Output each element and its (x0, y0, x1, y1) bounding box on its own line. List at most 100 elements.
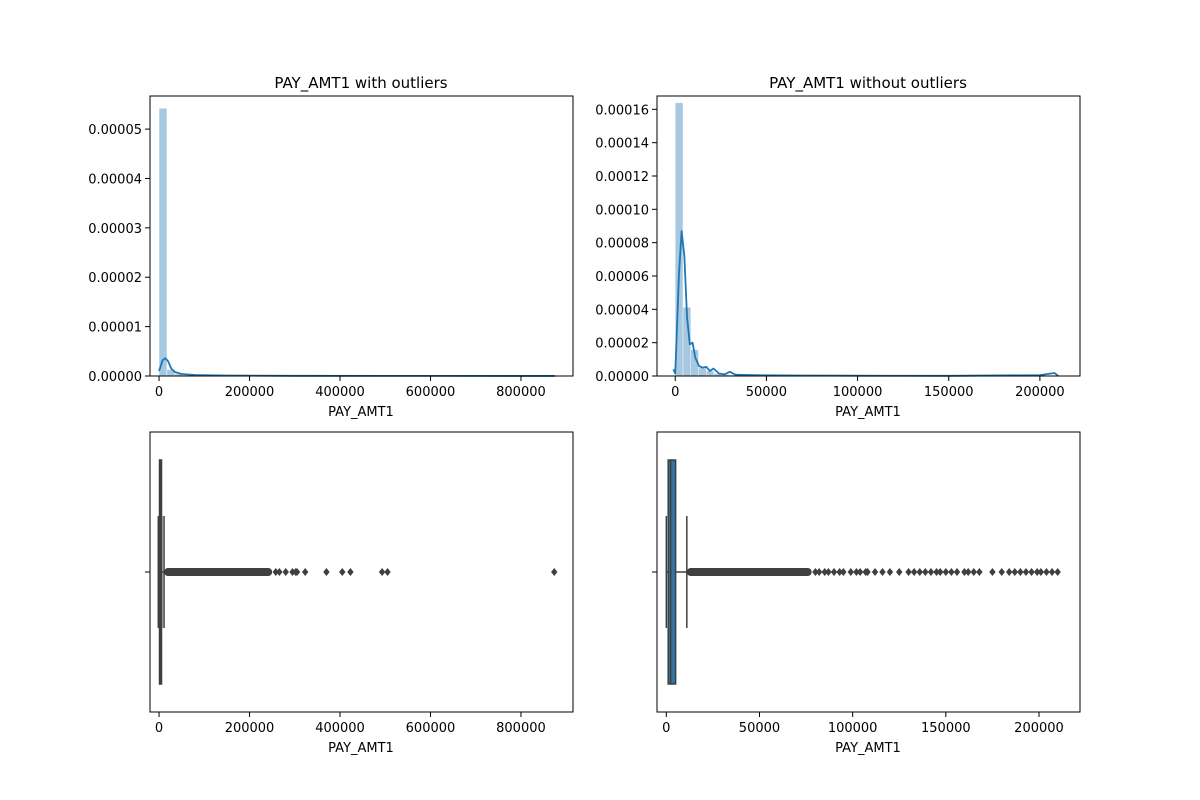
hist-with-outliers-x-tick-label: 800000 (496, 385, 546, 400)
hist-without-outliers-y-axis: 0.00000 0.00002 0.00004 0.00006 0.00008 0.000… (595, 103, 657, 385)
box-without-outliers-outlier (998, 568, 1005, 576)
box-with-outliers-x-label: PAY_AMT1 (328, 741, 394, 756)
box-without-outliers-outlier (933, 568, 940, 576)
box-with-outliers-x-tick-label: 200000 (225, 721, 275, 736)
hist-with-outliers-bar (158, 108, 168, 377)
box-without-outliers-outlier (1033, 568, 1041, 576)
hist-with-outliers-y-tick-label: 0.00003 (88, 222, 142, 237)
box-without-outliers-outlier (836, 568, 843, 576)
box-without-outliers-outlier (961, 568, 968, 576)
box-with-outliers-plot-area (157, 459, 558, 685)
box-without-outliers-x-tick-label: 150000 (921, 721, 971, 736)
box-without-outliers-x-tick-label: 0 (662, 721, 670, 736)
hist-with-outliers-y-tick-label: 0.00001 (88, 321, 142, 336)
box-with-outliers-x-axis: 0 200000 400000 600000 800000 (155, 712, 546, 736)
box-without-outliers-outlier (1037, 568, 1045, 576)
hist-with-outliers-frame (149, 95, 574, 377)
box-with-outliers-outlier (378, 568, 386, 576)
box-without-outliers-outlier (922, 568, 929, 576)
box-without-outliers-outlier (847, 568, 854, 576)
box-without-outliers-outlier (1005, 568, 1013, 576)
hist-without-outliers-y-tick-label: 0.00008 (595, 237, 649, 252)
box-with-outliers-outlier (339, 568, 346, 576)
box-without-outliers-outlier (970, 568, 977, 576)
hist-without-outliers-x-label: PAY_AMT1 (835, 405, 901, 420)
box-without-outliers-outlier (886, 568, 894, 576)
box-with-outliers-x-tick-label: 400000 (315, 721, 365, 736)
hist-with-outliers-x-tick-label: 600000 (406, 385, 456, 400)
hist-with-outliers-kde-line (158, 357, 555, 377)
box-without-outliers-box (667, 459, 677, 685)
box-without-outliers-outlier (1017, 568, 1024, 576)
box-without-outliers-plot-area (665, 459, 1061, 685)
box-with-outliers-outlier (282, 568, 289, 576)
hist-with-outliers-plot-area (158, 108, 555, 377)
box-without-outliers-outlier (964, 568, 972, 576)
box-without-outliers-outlier (1048, 568, 1056, 576)
box-without-outliers-outlier (853, 568, 860, 576)
box-with-outliers-outlier (276, 568, 283, 576)
hist-with-outliers-y-tick-label: 0.00004 (88, 172, 142, 187)
hist-without-outliers-x-axis: 0 50000 100000 150000 200000 (671, 376, 1065, 400)
hist-with-outliers-y-tick-label: 0.00002 (88, 271, 142, 286)
box-with-outliers-panel: 0 200000 400000 600000 800000 PAY_AMT1 (145, 431, 574, 756)
box-without-outliers-x-tick-label: 200000 (1014, 721, 1064, 736)
box-with-outliers-iqr-span (157, 516, 163, 628)
box-without-outliers-outlier (948, 568, 955, 576)
hist-without-outliers-plot-area (672, 102, 1059, 377)
hist-with-outliers-y-tick-label: 0.00005 (88, 123, 142, 138)
hist-without-outliers-y-tick-label: 0.00016 (595, 103, 649, 118)
box-without-outliers-x-tick-label: 50000 (739, 721, 780, 736)
box-without-outliers-outlier (815, 568, 823, 576)
hist-with-outliers-y-axis: 0.00000 0.00001 0.00002 0.00003 0.00004 0.000… (88, 123, 150, 385)
box-without-outliers-outlier (896, 568, 903, 576)
box-without-outliers-outlier (871, 568, 879, 576)
hist-with-outliers-title: PAY_AMT1 with outliers (274, 74, 447, 93)
box-without-outliers-x-label: PAY_AMT1 (835, 741, 901, 756)
box-without-outliers-outlier (864, 568, 871, 576)
box-with-outliers-outlier (272, 568, 279, 576)
box-without-outliers-outlier (1028, 568, 1035, 576)
box-without-outliers-outlier (953, 568, 961, 576)
hist-without-outliers-title: PAY_AMT1 without outliers (769, 74, 967, 93)
box-without-outliers-outlier (856, 568, 864, 576)
box-without-outliers-outlier (916, 568, 923, 576)
hist-without-outliers-x-tick-label: 200000 (1015, 385, 1065, 400)
box-with-outliers-outlier (551, 568, 558, 576)
box-without-outliers-x-tick-label: 100000 (828, 721, 878, 736)
box-with-outliers-outlier (323, 568, 330, 576)
box-without-outliers-outlier (821, 568, 828, 576)
box-without-outliers-outlier (905, 568, 912, 576)
box-with-outliers-outlier (293, 568, 301, 576)
hist-without-outliers-y-tick-label: 0.00006 (595, 270, 649, 285)
hist-with-outliers-x-tick-label: 0 (155, 385, 163, 400)
hist-without-outliers-y-tick-label: 0.00012 (595, 170, 649, 185)
box-with-outliers-outlier-band (164, 568, 273, 576)
box-without-outliers-outlier (976, 568, 983, 576)
box-with-outliers-outlier (384, 568, 391, 576)
box-without-outliers-outlier (927, 568, 935, 576)
box-without-outliers-outlier (812, 568, 819, 576)
hist-with-outliers-x-axis: 0 200000 400000 600000 800000 (155, 376, 546, 400)
hist-with-outliers-x-tick-label: 200000 (225, 385, 275, 400)
box-without-outliers-outlier-band (686, 568, 812, 576)
hist-without-outliers-x-tick-label: 150000 (924, 385, 974, 400)
hist-without-outliers-y-tick-label: 0.00000 (595, 370, 649, 385)
hist-with-outliers-x-tick-label: 400000 (315, 385, 365, 400)
box-without-outliers-panel: 0 50000 100000 150000 200000 PAY_AMT1 (652, 431, 1081, 756)
box-with-outliers-outlier (347, 568, 354, 576)
hist-without-outliers-frame (656, 95, 1081, 377)
box-with-outliers-x-tick-label: 0 (155, 721, 163, 736)
box-with-outliers-outlier (301, 568, 309, 576)
box-without-outliers-outlier (989, 568, 996, 576)
hist-without-outliers-x-tick-label: 50000 (746, 385, 787, 400)
hist-without-outliers-kde-line (672, 230, 1059, 377)
hist-with-outliers-panel: 0 200000 400000 600000 800000 0.00000 0.00001… (88, 74, 574, 420)
box-without-outliers-outlier (1043, 568, 1050, 576)
box-without-outliers-outlier (840, 568, 847, 576)
box-without-outliers-outlier (825, 568, 832, 576)
box-without-outliers-outlier (1011, 568, 1018, 576)
box-without-outliers-x-axis: 0 50000 100000 150000 200000 (662, 712, 1064, 736)
box-with-outliers-x-tick-label: 800000 (496, 721, 546, 736)
